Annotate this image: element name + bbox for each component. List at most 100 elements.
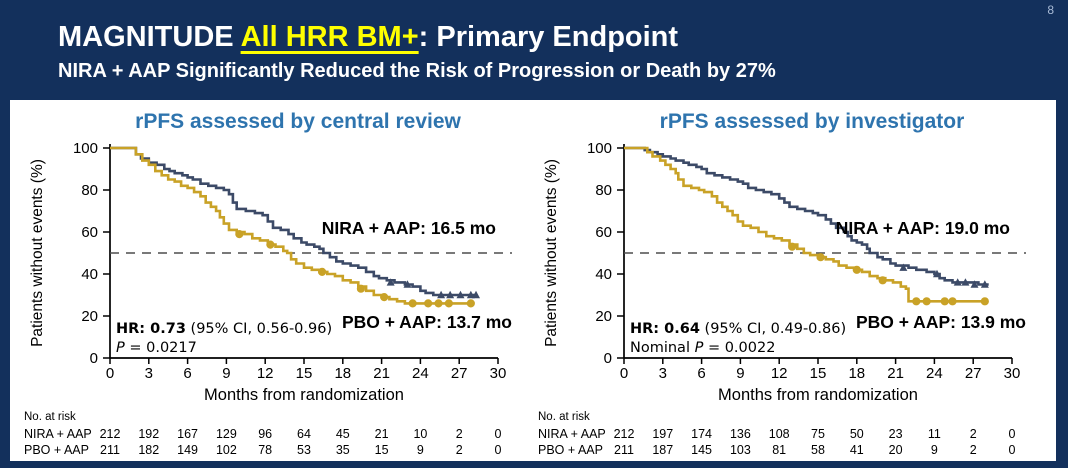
y-tick-label: 100 xyxy=(587,140,612,157)
censor-mark-triangle xyxy=(961,278,970,286)
censor-mark-circle xyxy=(852,265,861,274)
censor-mark-triangle xyxy=(899,263,908,271)
x-tick-label: 12 xyxy=(257,365,274,382)
at-risk-value: 167 xyxy=(177,427,198,441)
x-tick-label: 9 xyxy=(736,365,744,382)
at-risk-table: No. at risk NIRA + AAP 212 197 174 136 108 75 50… xyxy=(538,411,1016,457)
at-risk-value: 78 xyxy=(258,443,272,456)
censor-mark-circle xyxy=(788,242,797,251)
at-risk-value: 58 xyxy=(811,443,825,456)
at-risk-value: 192 xyxy=(138,427,159,441)
at-risk-value: 182 xyxy=(138,443,159,456)
at-risk-value: 64 xyxy=(297,427,311,441)
censor-mark-triangle xyxy=(456,290,465,299)
pbo-median-label: PBO + AAP: 13.7 mo xyxy=(342,312,512,332)
nira-median-label: NIRA + AAP: 19.0 mo xyxy=(836,218,1010,238)
x-tick-label: 3 xyxy=(659,365,667,382)
at-risk-value: 11 xyxy=(928,427,941,441)
x-axis-label: Months from randomization xyxy=(204,386,404,404)
chart-title-investigator: rPFS assessed by investigator xyxy=(659,110,965,133)
x-tick-label: 6 xyxy=(697,365,705,382)
at-risk-value: 197 xyxy=(652,427,673,441)
x-tick-label: 21 xyxy=(373,365,390,382)
censor-mark-circle xyxy=(235,230,244,239)
chart-central-review: rPFS assessed by central review 0 3 6 9 12 15… xyxy=(20,104,530,461)
censor-mark-circle xyxy=(424,299,433,308)
censor-mark-circle xyxy=(940,297,949,306)
x-tick-label: 27 xyxy=(965,365,982,382)
y-tick-label: 0 xyxy=(604,350,612,367)
x-tick-label: 27 xyxy=(451,365,468,382)
pbo-median-label: PBO + AAP: 13.9 mo xyxy=(856,312,1026,332)
at-risk-value: 23 xyxy=(889,427,903,441)
at-risk-value: 41 xyxy=(850,443,864,456)
x-tick-label: 18 xyxy=(334,365,351,382)
censor-mark-triangle xyxy=(980,280,989,288)
y-tick-label: 80 xyxy=(81,182,98,199)
at-risk-value: 2 xyxy=(970,427,977,441)
censor-mark-triangle xyxy=(386,278,395,286)
km-curve-nira-aap xyxy=(624,146,989,288)
nira-median-label: NIRA + AAP: 16.5 mo xyxy=(322,218,496,238)
page-number: 8 xyxy=(1047,3,1054,17)
censor-mark-circle xyxy=(380,293,389,302)
at-risk-value: 0 xyxy=(495,427,502,441)
at-risk-value: 129 xyxy=(216,427,237,441)
censor-mark-circle xyxy=(878,276,887,285)
censor-mark-triangle xyxy=(970,280,979,288)
censor-mark-circle xyxy=(434,299,443,308)
at-risk-value: 50 xyxy=(850,427,864,441)
at-risk-value: 211 xyxy=(614,443,634,456)
at-risk-value: 35 xyxy=(336,443,350,456)
at-risk-value: 0 xyxy=(495,443,502,456)
y-tick-label: 0 xyxy=(90,350,98,367)
x-tick-label: 24 xyxy=(412,365,429,382)
at-risk-header: No. at risk xyxy=(538,411,590,423)
x-tick-label: 24 xyxy=(926,365,943,382)
x-tick-label: 6 xyxy=(183,365,191,382)
p-value-annotation: Nominal P = 0.0022 xyxy=(630,340,775,356)
x-tick-label: 3 xyxy=(145,365,153,382)
at-risk-row-label: PBO + AAP xyxy=(538,443,603,456)
y-tick-label: 20 xyxy=(81,308,98,325)
y-tick-label: 40 xyxy=(81,266,98,283)
censor-mark-triangle xyxy=(446,290,455,299)
axes: 0 3 6 9 12 15 18 21 24 27 30 0 20 40 60 80 100 Months fro… xyxy=(29,140,506,404)
at-risk-row-label: NIRA + AAP xyxy=(538,427,606,441)
at-risk-value: 0 xyxy=(1009,443,1016,456)
at-risk-value: 75 xyxy=(811,427,825,441)
at-risk-value: 9 xyxy=(417,443,424,456)
censor-mark-circle xyxy=(356,284,366,293)
censor-mark-triangle xyxy=(932,269,941,278)
y-axis-label: Patients without events (%) xyxy=(543,159,560,347)
at-risk-value: 174 xyxy=(691,427,712,441)
censor-mark-circle xyxy=(922,297,931,306)
km-curve-pbo-aap xyxy=(624,146,989,306)
content-panel: rPFS assessed by central review 0 3 6 9 12 15… xyxy=(10,100,1056,461)
x-tick-label: 21 xyxy=(887,365,904,382)
slide-title: MAGNITUDE All HRR BM+: Primary Endpoint xyxy=(58,21,1038,54)
at-risk-value: 10 xyxy=(413,427,427,441)
chart-investigator: rPFS assessed by investigator 0 3 6 9 12 15 18… xyxy=(534,104,1044,461)
at-risk-value: 102 xyxy=(216,443,237,456)
chart-title-central-review: rPFS assessed by central review xyxy=(135,110,461,133)
y-tick-label: 60 xyxy=(595,224,612,241)
censor-mark-triangle xyxy=(953,278,962,286)
at-risk-value: 21 xyxy=(375,427,389,441)
p-value-annotation: P = 0.0217 xyxy=(116,340,197,356)
at-risk-value: 103 xyxy=(730,443,751,456)
x-tick-label: 30 xyxy=(490,365,507,382)
y-tick-label: 40 xyxy=(595,266,612,283)
y-axis-label: Patients without events (%) xyxy=(29,159,46,347)
slide-title-suffix: : Primary Endpoint xyxy=(418,21,679,53)
y-tick-label: 60 xyxy=(81,224,98,241)
at-risk-value: 96 xyxy=(258,427,272,441)
censor-mark-circle xyxy=(318,267,327,276)
x-tick-label: 0 xyxy=(106,365,114,382)
x-tick-label: 18 xyxy=(848,365,865,382)
censor-mark-circle xyxy=(912,297,921,306)
at-risk-value: 81 xyxy=(772,443,786,456)
